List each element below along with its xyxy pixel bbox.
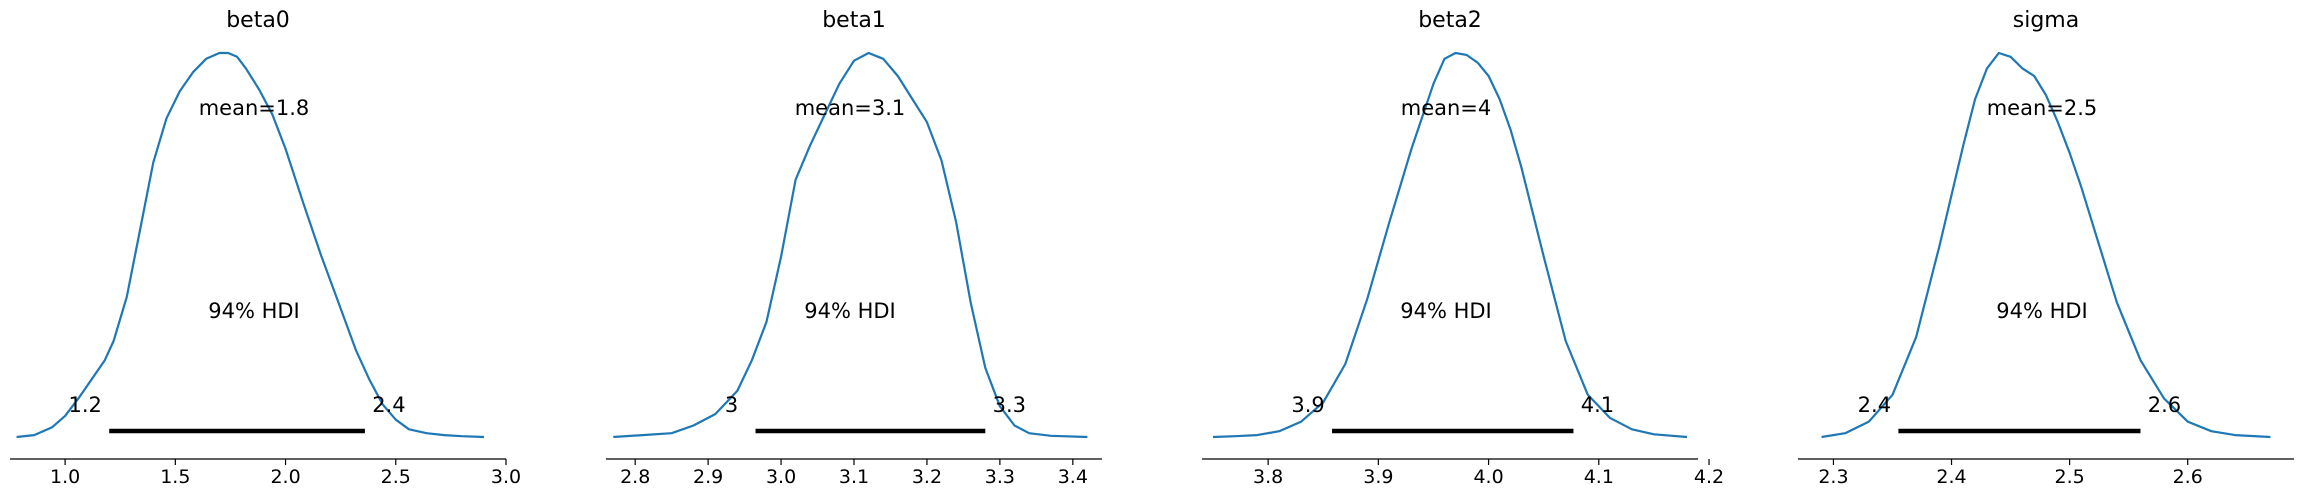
panel-beta1: beta1 mean=3.1 94% HDI 3 3.3 2.8 2.9 3.0 3.1 3.2 3… (606, 8, 1102, 488)
x-tick-label: 2.4 (1936, 466, 1966, 488)
panel-title: beta1 (822, 8, 886, 33)
panel-title: beta2 (1418, 8, 1482, 33)
panel-beta0: beta0 mean=1.8 94% HDI 1.2 2.4 1.0 1.5 2.0 2.5 3.… (10, 8, 521, 488)
density-line (1212, 51, 1688, 439)
x-tick-label: 1.5 (160, 466, 190, 488)
x-tick-label: 1.0 (50, 466, 80, 488)
density-line (613, 51, 1088, 439)
hdi-upper-label: 4.1 (1581, 393, 1614, 417)
hdi-lower-label: 3 (725, 393, 738, 417)
mean-label: mean=3.1 (795, 96, 906, 120)
hdi-lower-label: 3.9 (1291, 393, 1324, 417)
mean-label: mean=4 (1401, 96, 1492, 120)
x-tick-label: 2.5 (2055, 466, 2085, 488)
density-line (16, 51, 485, 439)
panel-sigma: sigma mean=2.5 94% HDI 2.4 2.6 2.3 2.4 2.5 2.6 (1798, 8, 2294, 488)
x-tick-label: 2.9 (693, 466, 723, 488)
x-tick-label: 3.3 (985, 466, 1015, 488)
density-line (1821, 51, 2271, 439)
x-tick-label: 3.1 (839, 466, 869, 488)
x-tick-label: 3.4 (1058, 466, 1088, 488)
mean-label: mean=2.5 (1987, 96, 2098, 120)
x-tick-label: 4.1 (1584, 466, 1614, 488)
hdi-label: 94% HDI (1400, 299, 1492, 323)
mean-label: mean=1.8 (199, 96, 310, 120)
hdi-label: 94% HDI (1996, 299, 2088, 323)
x-tick-label: 3.9 (1363, 466, 1393, 488)
hdi-upper-label: 3.3 (993, 393, 1026, 417)
x-tick-label: 3.0 (766, 466, 796, 488)
hdi-upper-label: 2.6 (2148, 393, 2181, 417)
x-tick-label: 4.2 (1694, 466, 1724, 488)
hdi-lower-label: 2.4 (1858, 393, 1891, 417)
hdi-label: 94% HDI (208, 299, 300, 323)
x-tick-label: 2.3 (1818, 466, 1848, 488)
panel-beta2: beta2 mean=4 94% HDI 3.9 4.1 3.8 3.9 4.0 4.1 4.2 (1202, 8, 1724, 488)
x-tick-label: 2.5 (381, 466, 411, 488)
x-tick-label: 3.2 (912, 466, 942, 488)
x-tick-label: 4.0 (1473, 466, 1503, 488)
x-tick-label: 3.0 (491, 466, 521, 488)
panel-title: sigma (2013, 8, 2079, 33)
x-tick-label: 2.8 (620, 466, 650, 488)
hdi-upper-label: 2.4 (372, 393, 405, 417)
panel-title: beta0 (226, 8, 290, 33)
hdi-lower-label: 1.2 (68, 393, 101, 417)
hdi-label: 94% HDI (804, 299, 896, 323)
x-tick-label: 2.6 (2173, 466, 2203, 488)
x-tick-label: 2.0 (270, 466, 300, 488)
x-tick-label: 3.8 (1253, 466, 1283, 488)
